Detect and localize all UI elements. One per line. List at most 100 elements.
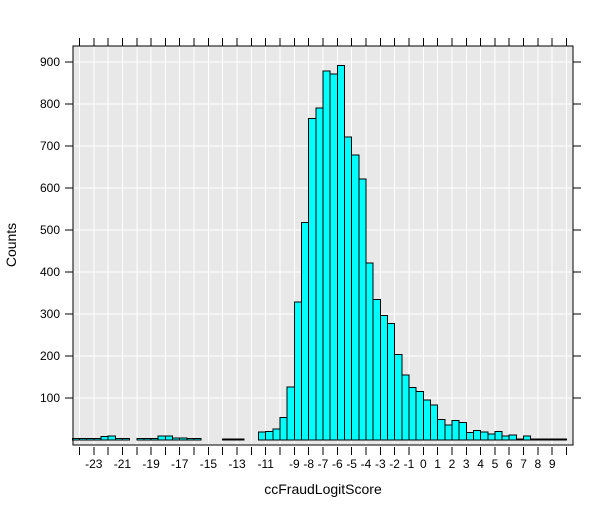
y-tick-label: 900 bbox=[40, 55, 60, 69]
y-axis-title: Counts bbox=[3, 223, 19, 267]
histogram-bar bbox=[480, 431, 489, 441]
x-tick-label: 5 bbox=[492, 457, 499, 471]
histogram-bar bbox=[121, 438, 131, 441]
histogram-bar bbox=[372, 299, 381, 441]
x-tick-label: -11 bbox=[257, 457, 274, 471]
histogram-bar bbox=[143, 438, 152, 441]
x-tick-label: 9 bbox=[549, 457, 556, 471]
histogram-bar bbox=[322, 70, 331, 441]
histogram-bar bbox=[86, 438, 95, 441]
histogram-bar bbox=[358, 178, 367, 441]
histogram-bar bbox=[444, 424, 453, 441]
x-tick-label: 0 bbox=[420, 457, 427, 471]
y-tick-label: 700 bbox=[40, 139, 60, 153]
y-tick-label: 100 bbox=[40, 391, 60, 405]
histogram-bar bbox=[515, 438, 525, 441]
histogram-bar bbox=[186, 437, 195, 441]
histogram-bar bbox=[451, 419, 460, 441]
histogram-bar bbox=[222, 438, 231, 441]
histogram-bar bbox=[193, 437, 202, 441]
histogram-bar bbox=[544, 438, 553, 441]
x-tick-label: -8 bbox=[303, 457, 314, 471]
histogram-bar bbox=[508, 434, 517, 441]
histogram-bar bbox=[164, 435, 174, 441]
x-tick-label: 1 bbox=[434, 457, 441, 471]
histogram-bar bbox=[78, 438, 88, 441]
histogram-bar bbox=[537, 438, 546, 441]
histogram-bar bbox=[379, 315, 388, 441]
histogram-bar bbox=[343, 136, 353, 441]
y-tick-label: 400 bbox=[40, 265, 60, 279]
x-tick-label: 3 bbox=[463, 457, 470, 471]
x-tick-label: 6 bbox=[506, 457, 513, 471]
histogram-bar bbox=[458, 421, 467, 441]
y-tick-label: 600 bbox=[40, 181, 60, 195]
histogram-bar bbox=[293, 301, 303, 441]
x-tick-label: -3 bbox=[375, 457, 386, 471]
histogram-bar bbox=[523, 435, 532, 441]
histogram-bar bbox=[415, 391, 424, 441]
histogram-bar bbox=[308, 118, 317, 441]
histogram-bar bbox=[394, 354, 403, 441]
histogram-bar bbox=[157, 435, 166, 441]
y-tick-label: 800 bbox=[40, 97, 60, 111]
x-tick-label: -17 bbox=[171, 457, 189, 471]
histogram-bar bbox=[301, 221, 310, 441]
histogram-bar bbox=[229, 438, 238, 441]
histogram-bar bbox=[265, 431, 274, 441]
histogram-bar bbox=[236, 438, 245, 441]
histogram-bar bbox=[172, 437, 181, 441]
histogram-bar bbox=[179, 437, 188, 441]
histogram-bar bbox=[100, 436, 109, 441]
x-tick-label: -5 bbox=[346, 457, 357, 471]
x-tick-label: -19 bbox=[142, 457, 160, 471]
histogram-bar bbox=[501, 435, 510, 441]
x-tick-label: -9 bbox=[289, 457, 300, 471]
x-axis-title: ccFraudLogitScore bbox=[264, 481, 382, 497]
x-tick-label: 7 bbox=[520, 457, 527, 471]
histogram-bar bbox=[93, 438, 102, 441]
histogram-bar bbox=[558, 438, 568, 441]
x-tick-label: 4 bbox=[477, 457, 484, 471]
histogram-bar bbox=[472, 429, 482, 441]
histogram-bar bbox=[150, 437, 159, 441]
y-tick-label: 500 bbox=[40, 223, 60, 237]
x-tick-label: -13 bbox=[228, 457, 246, 471]
histogram-bar bbox=[272, 428, 281, 441]
y-tick-label: 300 bbox=[40, 307, 60, 321]
histogram-bar bbox=[336, 64, 345, 441]
x-tick-label: -7 bbox=[318, 457, 329, 471]
y-tick-label: 200 bbox=[40, 349, 60, 363]
histogram-bar bbox=[551, 438, 560, 441]
x-tick-label: -6 bbox=[332, 457, 343, 471]
histogram-bar bbox=[315, 107, 324, 441]
histogram-bar bbox=[494, 431, 503, 441]
histogram-bar bbox=[386, 323, 396, 441]
x-tick-label: 2 bbox=[449, 457, 456, 471]
x-tick-label: -4 bbox=[361, 457, 372, 471]
histogram-bar bbox=[114, 437, 123, 441]
x-tick-label: -2 bbox=[389, 457, 400, 471]
x-tick-label: -1 bbox=[404, 457, 415, 471]
histogram-bar bbox=[279, 416, 288, 441]
histogram-bar bbox=[437, 418, 446, 441]
x-tick-label: -23 bbox=[85, 457, 103, 471]
histogram-bar bbox=[107, 435, 116, 441]
histogram-bar bbox=[286, 386, 295, 441]
histogram-bar bbox=[136, 438, 145, 441]
histogram-bar bbox=[408, 387, 417, 441]
histogram-bar bbox=[329, 73, 338, 441]
histogram-bar bbox=[258, 431, 267, 441]
x-tick-label: 8 bbox=[535, 457, 542, 471]
histogram-bar bbox=[365, 262, 374, 441]
x-tick-label: -21 bbox=[114, 457, 132, 471]
histogram-bar bbox=[401, 374, 410, 441]
histogram-bar bbox=[530, 438, 539, 441]
histogram-bar bbox=[465, 431, 474, 441]
histogram-bar bbox=[351, 154, 360, 441]
x-tick-label: -15 bbox=[200, 457, 218, 471]
histogram-bar bbox=[422, 399, 431, 441]
histogram-bar bbox=[429, 404, 439, 441]
